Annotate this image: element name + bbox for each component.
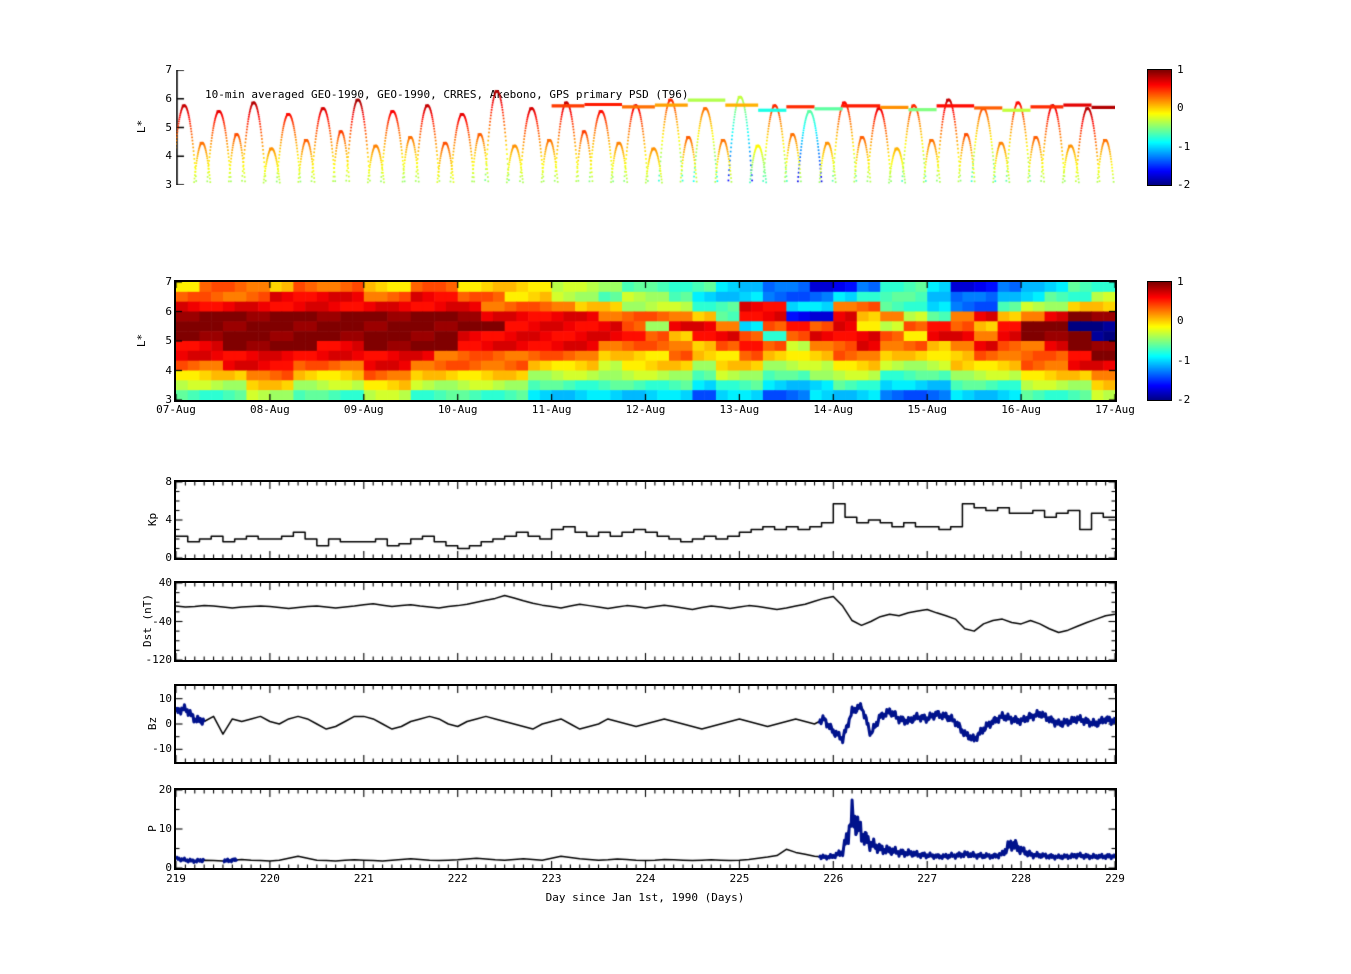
x-tick-label: 220 — [259, 872, 280, 885]
colorbar-tick-label: 1 — [1177, 63, 1184, 76]
y-tick-label: 0 — [165, 551, 172, 564]
y-tick-label: 40 — [158, 576, 172, 589]
y-tick-label: 3 — [165, 178, 172, 191]
y-tick-label: 5 — [165, 334, 172, 347]
y-tick-label: 0 — [165, 717, 172, 730]
y-tick-label: 4 — [165, 363, 172, 377]
date-tick-label: 09-Aug — [343, 403, 384, 416]
y-tick-label: 7 — [165, 275, 172, 288]
date-tick-label: 16-Aug — [1001, 403, 1041, 416]
psd-heatmap-frame — [174, 280, 1117, 402]
colorbar-tick-label: 0 — [1177, 101, 1184, 115]
x-tick-label: 219 — [166, 872, 186, 885]
y-tick-label: 6 — [165, 304, 172, 318]
psd-orbit-track-panel — [176, 70, 1115, 185]
pressure-line-panel — [176, 790, 1115, 868]
dst-frame — [174, 581, 1117, 662]
kp-frame — [174, 480, 1117, 560]
date-tick-label: 12-Aug — [625, 403, 666, 416]
y-tick-label: 7 — [165, 63, 172, 76]
y-tick-label: -10 — [152, 742, 172, 756]
dst-line-panel — [176, 583, 1115, 660]
date-tick-label: 11-Aug — [531, 403, 572, 416]
x-tick-label: 221 — [353, 872, 374, 885]
colorbar-top — [1147, 69, 1172, 186]
colorbar-tick-label: -1 — [1177, 139, 1191, 153]
date-tick-label: 07-Aug — [156, 403, 196, 416]
colorbar-top-gradient — [1148, 70, 1171, 185]
x-tick-label: 229 — [1105, 872, 1125, 885]
date-tick-label: 08-Aug — [250, 403, 290, 416]
x-axis-label: Day since Jan 1st, 1990 (Days) — [545, 891, 745, 904]
psd-heatmap-panel — [176, 282, 1115, 400]
date-tick-label: 13-Aug — [719, 403, 760, 416]
date-tick-label: 14-Aug — [813, 403, 854, 416]
colorbar-tick-label: 0 — [1177, 314, 1184, 328]
y-tick-label: 10 — [158, 691, 172, 705]
y-tick-label: 8 — [165, 475, 172, 488]
y-tick-label: 0 — [165, 861, 172, 874]
colorbar-bottom — [1147, 281, 1172, 401]
date-tick-label: 17-Aug — [1095, 403, 1135, 416]
x-tick-label: 226 — [823, 872, 844, 885]
y-tick-label: 20 — [158, 783, 172, 796]
x-tick-label: 223 — [541, 872, 562, 885]
y-tick-label: 4 — [165, 149, 172, 163]
bz-frame — [174, 684, 1117, 764]
x-tick-label: 225 — [729, 872, 750, 885]
y-tick-label: -40 — [152, 614, 172, 628]
x-tick-label: 227 — [917, 872, 938, 885]
colorbar-tick-label: -1 — [1177, 353, 1191, 367]
pressure-frame — [174, 788, 1117, 870]
y-tick-label: 6 — [165, 91, 172, 105]
bz-line-panel — [176, 686, 1115, 762]
date-tick-label: 10-Aug — [437, 403, 478, 416]
colorbar-tick-label: -2 — [1177, 178, 1191, 191]
colorbar-bottom-gradient — [1148, 282, 1171, 400]
x-tick-label: 222 — [447, 872, 468, 885]
colorbar-tick-label: 1 — [1177, 275, 1184, 288]
date-tick-label: 15-Aug — [907, 403, 948, 416]
y-tick-label: 10 — [158, 822, 172, 835]
y-tick-label: 4 — [165, 513, 172, 526]
x-tick-label: 228 — [1011, 872, 1032, 885]
y-tick-label: 3 — [165, 393, 172, 406]
x-tick-label: 224 — [635, 872, 656, 885]
y-tick-label: -120 — [145, 653, 173, 666]
y-tick-label: 5 — [165, 120, 172, 134]
kp-line-panel — [176, 482, 1115, 558]
colorbar-tick-label: -2 — [1177, 393, 1191, 406]
